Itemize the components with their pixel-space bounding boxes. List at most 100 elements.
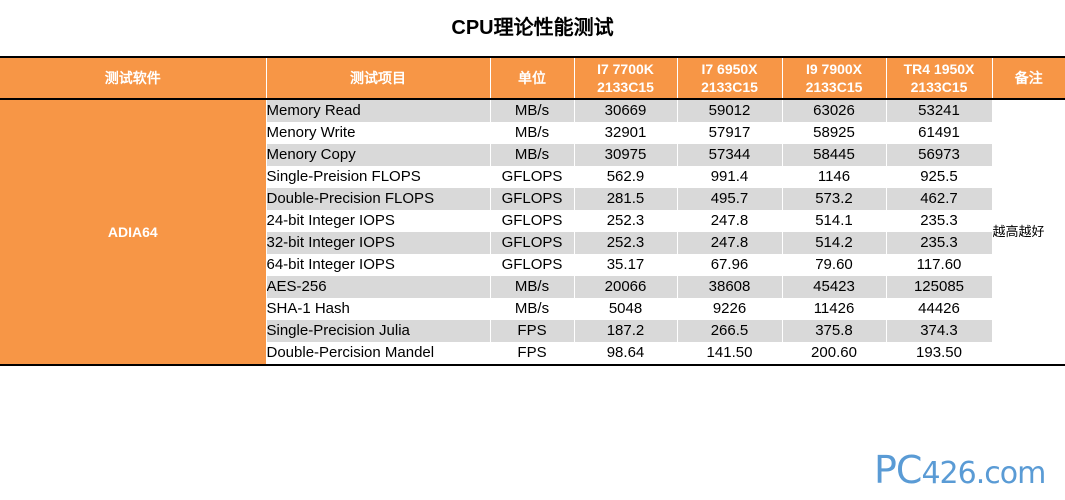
value-cell-cpu-1: 32901: [574, 122, 678, 144]
test-item-cell: Menory Write: [266, 122, 491, 144]
test-item-cell: 24-bit Integer IOPS: [266, 210, 491, 232]
software-cell: ADIA64: [0, 99, 267, 364]
unit-cell: MB/s: [490, 122, 575, 144]
test-item-cell: Double-Precision FLOPS: [266, 188, 491, 210]
value-cell-cpu-3: 200.60: [782, 342, 887, 364]
table-row: Double-Precision FLOPS GFLOPS 281.5 495.7 57…: [0, 188, 1065, 210]
cpu-2-name: I7 6950X: [701, 61, 758, 77]
unit-cell: FPS: [490, 342, 575, 364]
value-cell-cpu-4: 117.60: [886, 254, 993, 276]
unit-cell: GFLOPS: [490, 232, 575, 254]
logo-rest: 426.com: [921, 456, 1046, 491]
top-rule: [0, 56, 1065, 58]
value-cell-cpu-4: 925.5: [886, 166, 993, 188]
cpu-4-mem: 2133C15: [910, 79, 968, 95]
value-cell-cpu-2: 247.8: [677, 210, 783, 232]
value-cell-cpu-4: 125085: [886, 276, 993, 298]
cpu-3-mem: 2133C15: [805, 79, 863, 95]
value-cell-cpu-1: 5048: [574, 298, 678, 320]
value-cell-cpu-1: 30975: [574, 144, 678, 166]
test-item-cell: Double-Percision Mandel: [266, 342, 491, 364]
unit-cell: MB/s: [490, 298, 575, 320]
value-cell-cpu-4: 56973: [886, 144, 993, 166]
value-cell-cpu-2: 495.7: [677, 188, 783, 210]
value-cell-cpu-2: 57344: [677, 144, 783, 166]
value-cell-cpu-1: 187.2: [574, 320, 678, 342]
header-unit: 单位: [490, 58, 575, 100]
value-cell-cpu-1: 98.64: [574, 342, 678, 364]
value-cell-cpu-3: 11426: [782, 298, 887, 320]
header-row: 测试软件 测试项目 单位 I7 7700K 2133C15 I7 6950X 213…: [0, 58, 1065, 100]
test-item-cell: Single-Precision Julia: [266, 320, 491, 342]
value-cell-cpu-4: 462.7: [886, 188, 993, 210]
test-item-cell: 32-bit Integer IOPS: [266, 232, 491, 254]
value-cell-cpu-1: 562.9: [574, 166, 678, 188]
value-cell-cpu-3: 79.60: [782, 254, 887, 276]
value-cell-cpu-4: 235.3: [886, 232, 993, 254]
value-cell-cpu-4: 374.3: [886, 320, 993, 342]
test-item-cell: Single-Preision FLOPS: [266, 166, 491, 188]
value-cell-cpu-3: 573.2: [782, 188, 887, 210]
table-row: ADIA64 Memory Read MB/s 30669 59012 63026 5324…: [0, 99, 1065, 364]
table-row: Double-Percision Mandel FPS 98.64 141.50 200…: [0, 342, 1065, 364]
value-cell-cpu-2: 38608: [677, 276, 783, 298]
value-cell-cpu-4: 44426: [886, 298, 993, 320]
value-cell-cpu-2: 9226: [677, 298, 783, 320]
value-cell-cpu-2: 266.5: [677, 320, 783, 342]
table-row: Single-Precision Julia FPS 187.2 266.5 375.8…: [0, 320, 1065, 342]
table-row: Single-Preision FLOPS GFLOPS 562.9 991.4 114…: [0, 166, 1065, 188]
value-cell-cpu-1: 30669: [574, 99, 678, 122]
value-cell-cpu-1: 252.3: [574, 210, 678, 232]
value-cell-cpu-4: 193.50: [886, 342, 993, 364]
value-cell-cpu-3: 375.8: [782, 320, 887, 342]
cpu-1-name: I7 7700K: [597, 61, 654, 77]
value-cell-cpu-2: 247.8: [677, 232, 783, 254]
test-item-cell: Menory Copy: [266, 144, 491, 166]
remark-cell: 越高越好: [992, 99, 1065, 364]
value-cell-cpu-1: 20066: [574, 276, 678, 298]
value-cell-cpu-3: 1146: [782, 166, 887, 188]
value-cell-cpu-4: 53241: [886, 99, 993, 122]
value-cell-cpu-3: 58445: [782, 144, 887, 166]
unit-cell: MB/s: [490, 144, 575, 166]
unit-cell: MB/s: [490, 99, 575, 122]
header-cpu-4: TR4 1950X 2133C15: [886, 58, 993, 100]
pc426-logo: PC426.com: [874, 448, 1046, 492]
header-cpu-2: I7 6950X 2133C15: [677, 58, 783, 100]
table-row: 32-bit Integer IOPS GFLOPS 252.3 247.8 514.2…: [0, 232, 1065, 254]
value-cell-cpu-3: 514.1: [782, 210, 887, 232]
cpu-2-mem: 2133C15: [701, 79, 758, 95]
unit-cell: GFLOPS: [490, 188, 575, 210]
page-title: CPU理论性能测试: [451, 17, 614, 39]
unit-cell: FPS: [490, 320, 575, 342]
value-cell-cpu-3: 58925: [782, 122, 887, 144]
unit-cell: MB/s: [490, 276, 575, 298]
test-item-cell: 64-bit Integer IOPS: [266, 254, 491, 276]
bottom-rule: [0, 364, 1065, 366]
value-cell-cpu-3: 45423: [782, 276, 887, 298]
value-cell-cpu-3: 63026: [782, 99, 887, 122]
cpu-4-name: TR4 1950X: [903, 61, 975, 77]
test-item-cell: Memory Read: [266, 99, 491, 122]
value-cell-cpu-4: 61491: [886, 122, 993, 144]
unit-cell: GFLOPS: [490, 166, 575, 188]
cpu-1-mem: 2133C15: [597, 79, 654, 95]
value-cell-cpu-1: 252.3: [574, 232, 678, 254]
unit-cell: GFLOPS: [490, 210, 575, 232]
value-cell-cpu-2: 57917: [677, 122, 783, 144]
value-cell-cpu-2: 141.50: [677, 342, 783, 364]
header-item: 测试项目: [266, 58, 491, 100]
table-row: Menory Write MB/s 32901 57917 58925 61491: [0, 122, 1065, 144]
cpu-3-name: I9 7900X: [805, 61, 863, 77]
table-row: AES-256 MB/s 20066 38608 45423 125085: [0, 276, 1065, 298]
table-row: SHA-1 Hash MB/s 5048 9226 11426 44426: [0, 298, 1065, 320]
table-row: Menory Copy MB/s 30975 57344 58445 56973: [0, 144, 1065, 166]
value-cell-cpu-2: 991.4: [677, 166, 783, 188]
table-row: 24-bit Integer IOPS GFLOPS 252.3 247.8 514.1…: [0, 210, 1065, 232]
value-cell-cpu-1: 35.17: [574, 254, 678, 276]
table-row: 64-bit Integer IOPS GFLOPS 35.17 67.96 79.60…: [0, 254, 1065, 276]
header-cpu-1: I7 7700K 2133C15: [574, 58, 678, 100]
unit-cell: GFLOPS: [490, 254, 575, 276]
header-cpu-3: I9 7900X 2133C15: [782, 58, 887, 100]
logo-main: PC: [874, 448, 922, 492]
